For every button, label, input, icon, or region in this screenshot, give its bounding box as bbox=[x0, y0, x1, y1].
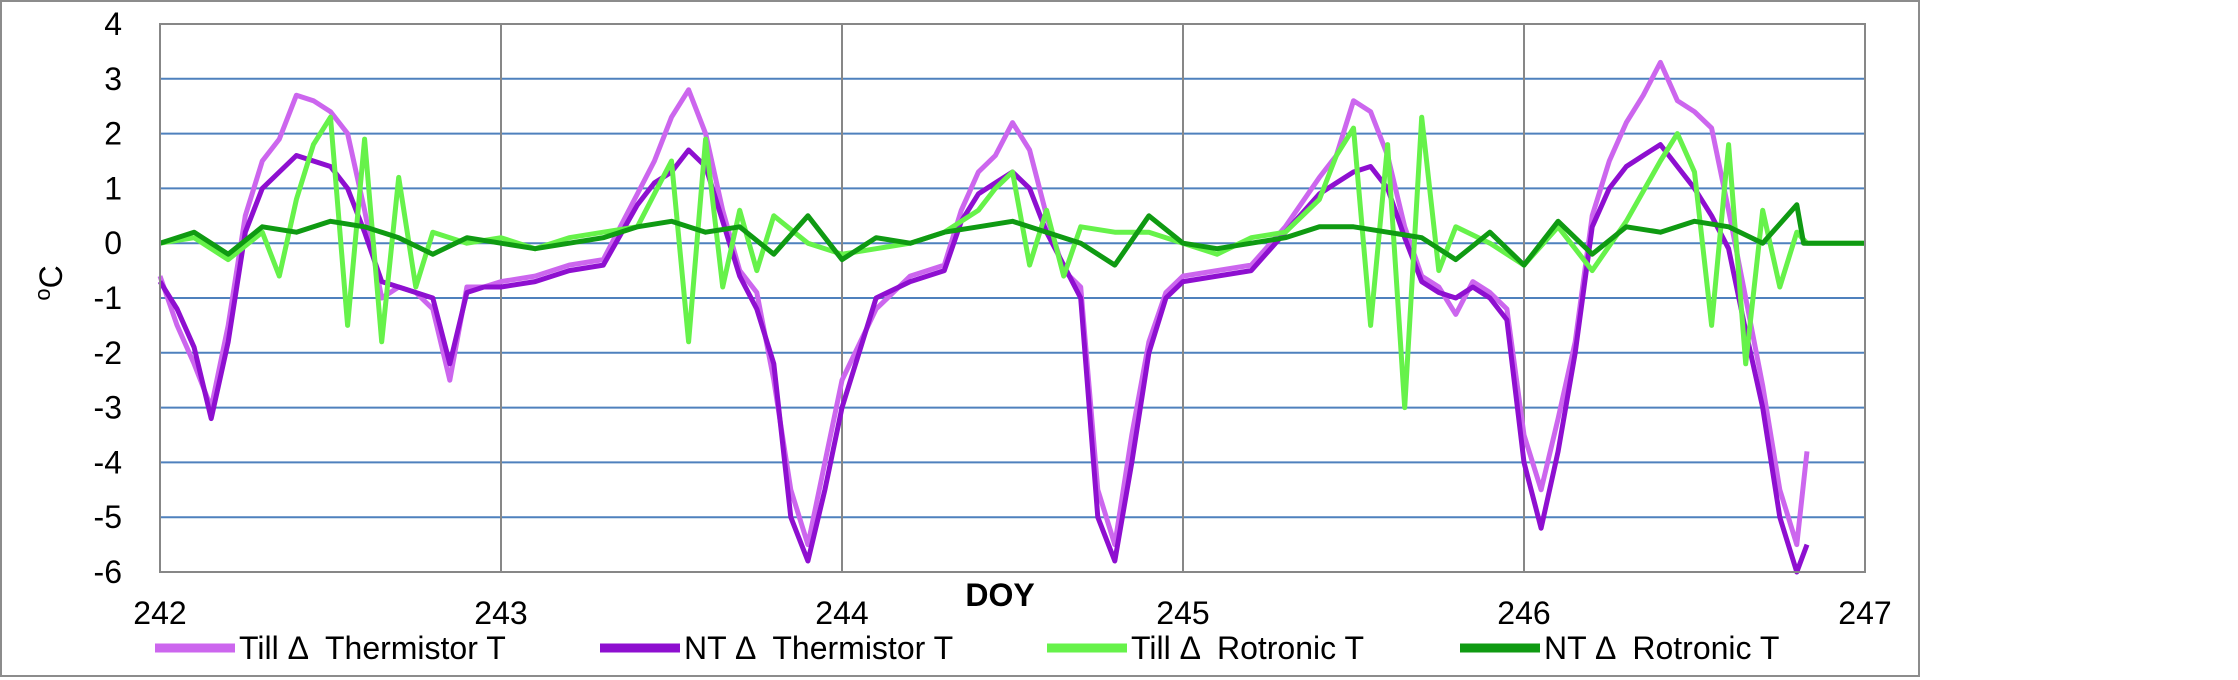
axis-layer: 4 3 2 1 0 -1 -2 -3 -4 -5 -6 242 243 244 245 246 247 bbox=[94, 6, 1892, 631]
y-tick-label: 4 bbox=[104, 6, 122, 42]
y-tick-label: -5 bbox=[94, 499, 122, 535]
y-tick-label: 0 bbox=[104, 225, 122, 261]
y-tick-label: 2 bbox=[104, 116, 122, 152]
y-tick-label: -6 bbox=[94, 554, 122, 590]
x-axis-title: DOY bbox=[965, 577, 1034, 613]
y-axis-title-superscript: o bbox=[30, 288, 55, 300]
svg-text:oC: oC bbox=[30, 265, 69, 300]
legend: Till Δ Thermistor T NT Δ Thermistor T Till… bbox=[155, 630, 1779, 666]
series-line-nt-thermistor bbox=[157, 142, 1810, 575]
series-layer bbox=[157, 59, 1865, 575]
legend-label: NT Δ Rotronic T bbox=[1544, 630, 1779, 666]
y-tick-label: 3 bbox=[104, 61, 122, 97]
y-tick-label: -2 bbox=[94, 335, 122, 371]
y-tick-label: 1 bbox=[104, 170, 122, 206]
y-tick-label: -1 bbox=[94, 280, 122, 316]
legend-label: Till Δ Rotronic T bbox=[1131, 630, 1364, 666]
y-axis-title: oC bbox=[30, 265, 69, 300]
x-tick-label: 245 bbox=[1156, 595, 1209, 631]
plot-area-border bbox=[159, 23, 1866, 573]
series-line-nt-rotronic bbox=[159, 202, 1865, 268]
legend-label: Till Δ Thermistor T bbox=[239, 630, 506, 666]
series-line-till-thermistor bbox=[157, 59, 1810, 548]
chart-frame bbox=[0, 0, 1920, 677]
x-tick-label: 242 bbox=[133, 595, 186, 631]
series-line-till-rotronic bbox=[159, 114, 1865, 411]
x-tick-label: 243 bbox=[474, 595, 527, 631]
y-tick-label: -3 bbox=[94, 390, 122, 426]
x-tick-label: 246 bbox=[1497, 595, 1550, 631]
y-tick-label: -4 bbox=[94, 444, 122, 480]
x-tick-label: 247 bbox=[1838, 595, 1891, 631]
x-tick-label: 244 bbox=[815, 595, 868, 631]
grid-layer bbox=[159, 23, 1866, 573]
y-axis-title-main: C bbox=[33, 265, 69, 288]
legend-label: NT Δ Thermistor T bbox=[684, 630, 953, 666]
